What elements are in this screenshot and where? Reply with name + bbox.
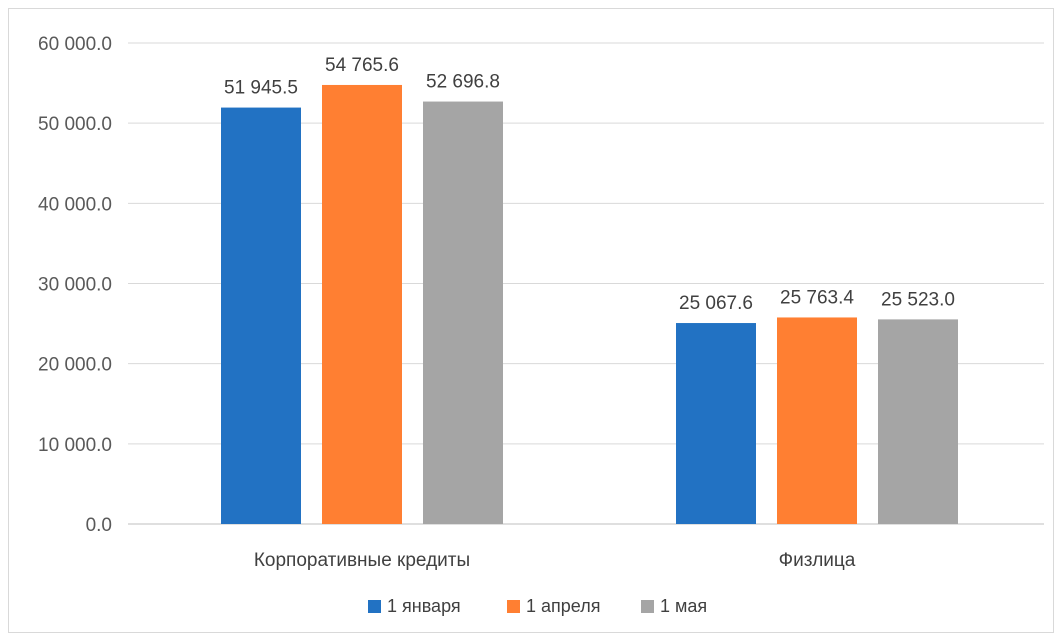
category-label: Физлица xyxy=(779,550,856,571)
data-label: 25 067.6 xyxy=(679,293,753,314)
bar xyxy=(221,107,301,524)
legend-swatch xyxy=(368,600,381,613)
legend-swatch xyxy=(641,600,654,613)
bar xyxy=(322,84,402,525)
bar xyxy=(878,319,958,524)
data-label: 25 763.4 xyxy=(780,287,854,308)
data-label: 52 696.8 xyxy=(426,72,500,93)
data-label: 54 765.6 xyxy=(325,55,399,76)
legend-label: 1 мая xyxy=(660,596,707,616)
y-tick-label: 0.0 xyxy=(86,515,112,536)
legend-swatch xyxy=(507,600,520,613)
y-tick-label: 60 000.0 xyxy=(38,34,112,55)
data-label: 51 945.5 xyxy=(224,78,298,99)
bar xyxy=(777,317,857,524)
bar xyxy=(676,323,756,524)
y-tick-label: 50 000.0 xyxy=(38,114,112,135)
y-tick-label: 40 000.0 xyxy=(38,194,112,215)
y-tick-label: 30 000.0 xyxy=(38,275,112,296)
legend-label: 1 января xyxy=(387,596,461,616)
y-tick-label: 10 000.0 xyxy=(38,435,112,456)
data-label: 25 523.0 xyxy=(881,289,955,310)
category-label: Корпоративные кредиты xyxy=(254,550,470,571)
legend-label: 1 апреля xyxy=(526,596,600,616)
bar xyxy=(423,101,503,525)
y-tick-label: 20 000.0 xyxy=(38,355,112,376)
